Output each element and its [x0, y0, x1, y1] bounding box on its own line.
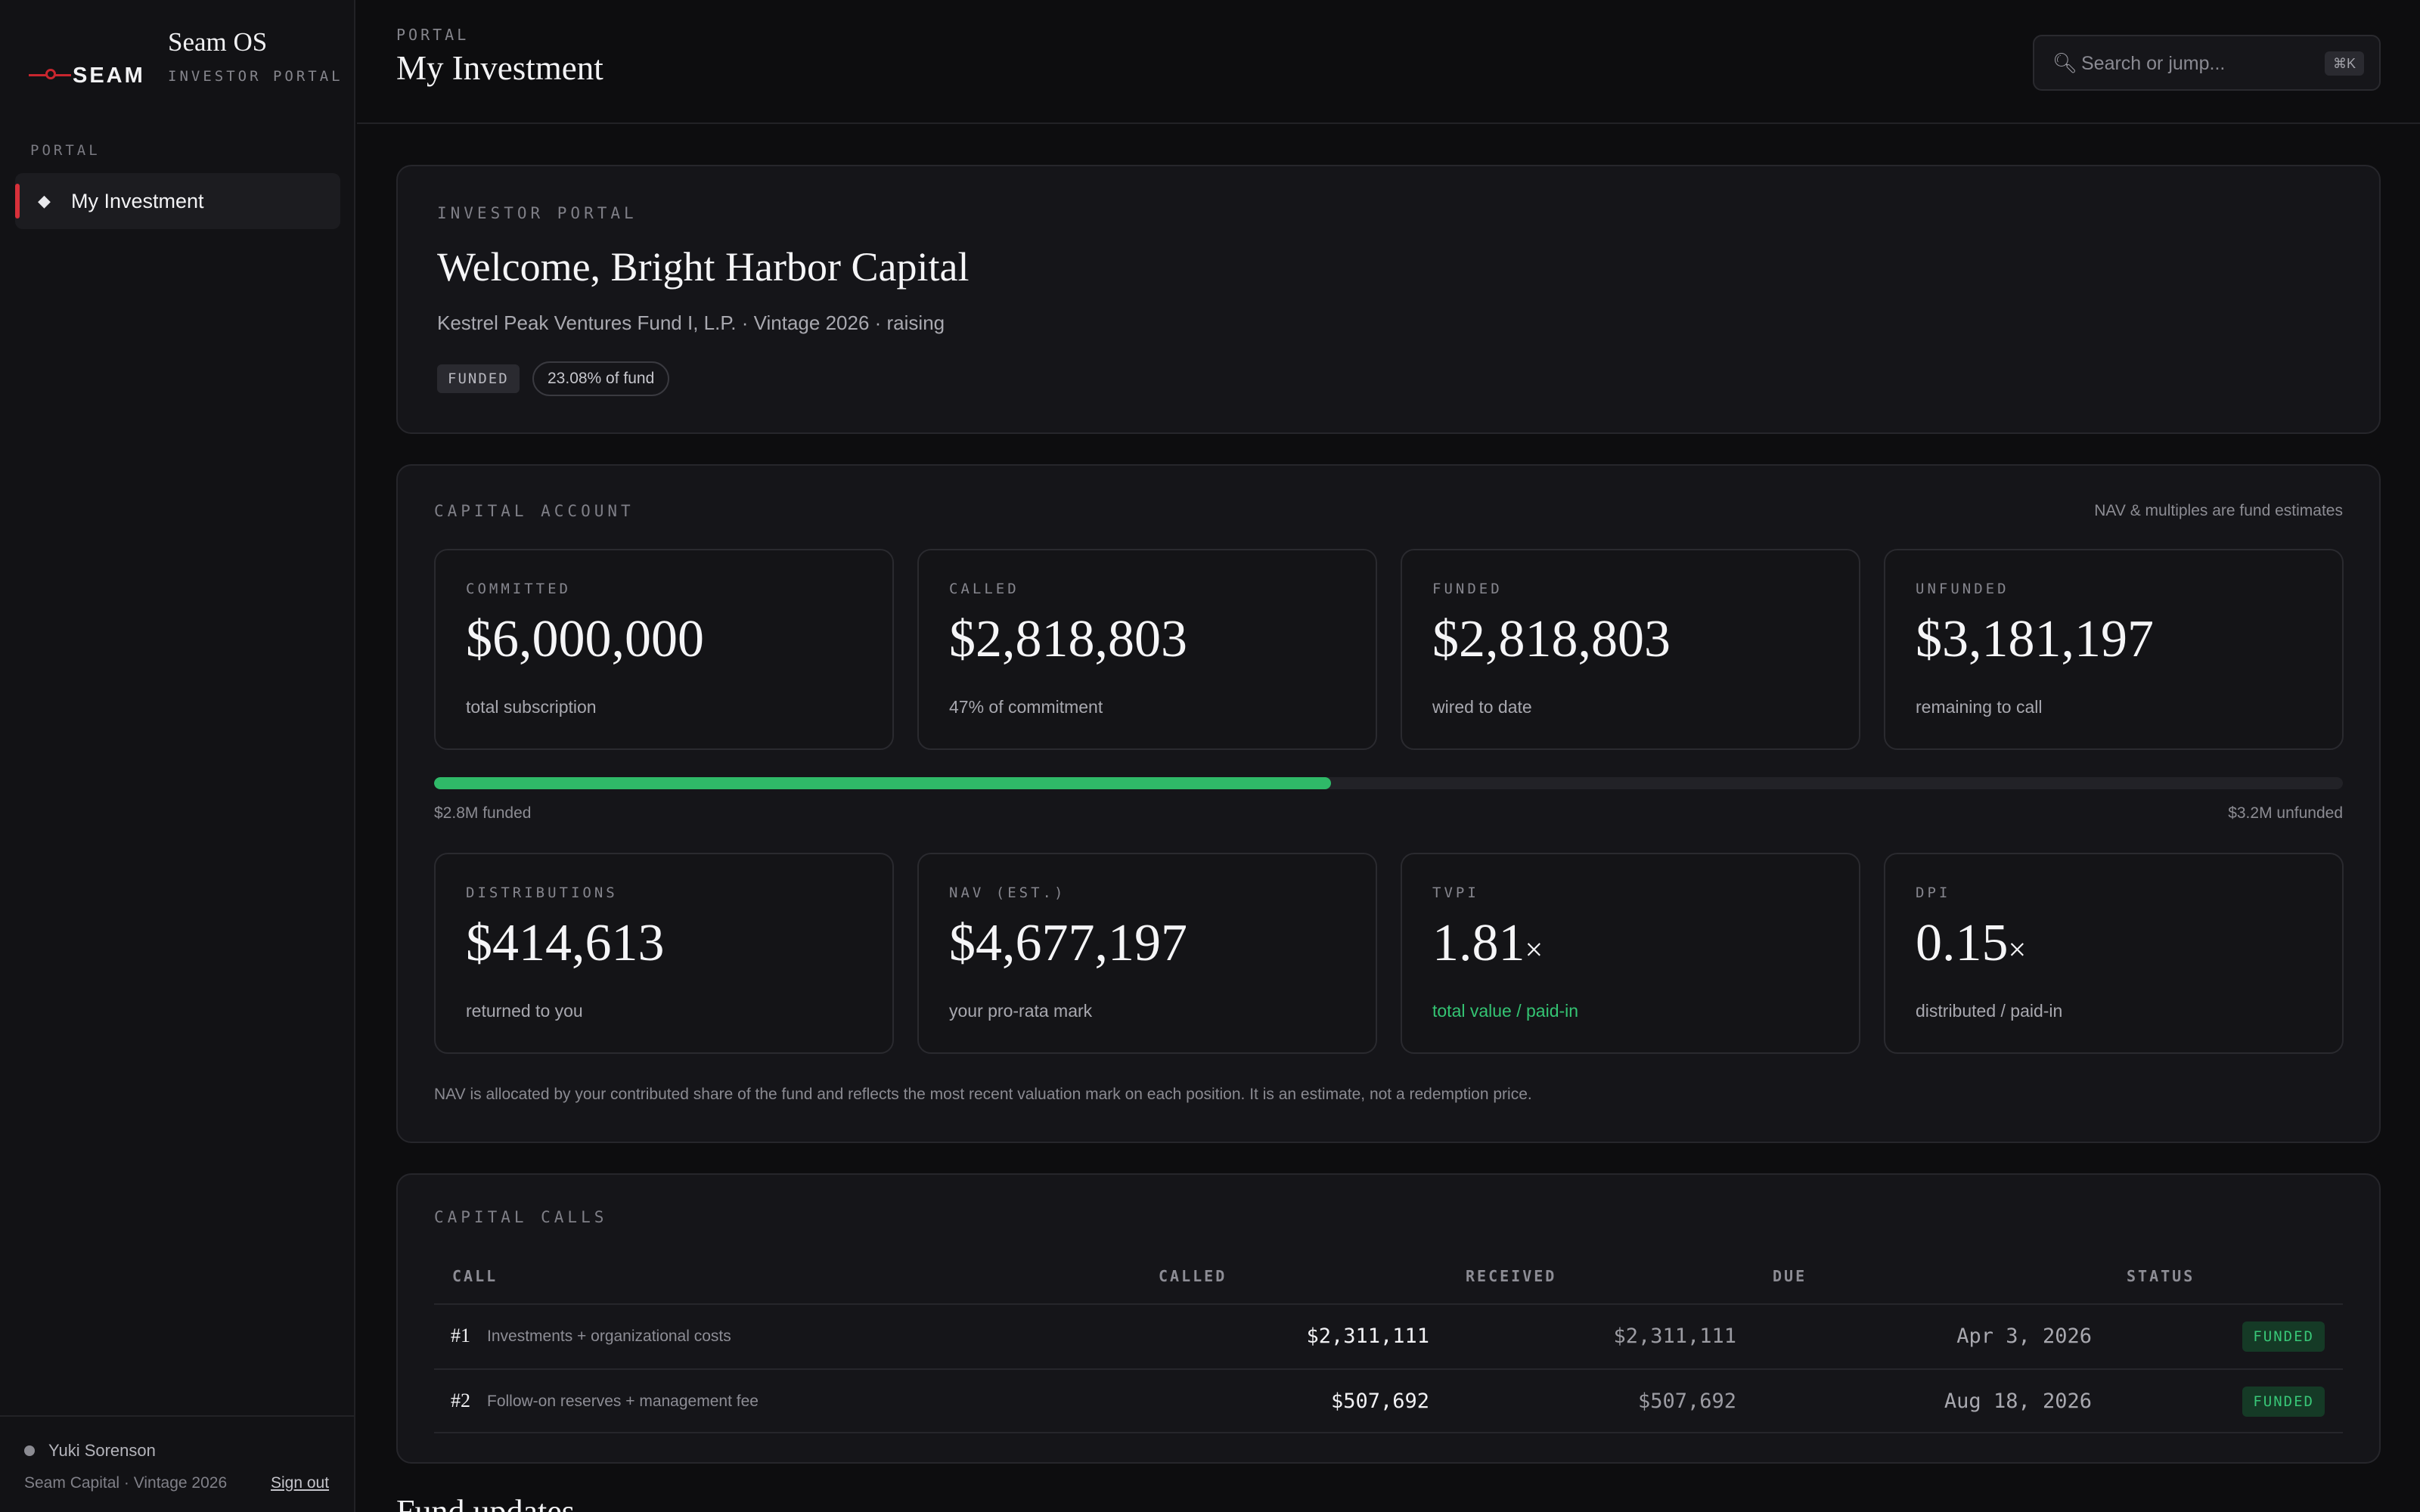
metric-tvpi: TVPI 1.81× total value / paid-in: [1401, 853, 1860, 1054]
multiple-unit: ×: [2008, 933, 2027, 968]
due-date: Apr 3, 2026: [1956, 1325, 2092, 1348]
column-header-due[interactable]: DUE: [1773, 1267, 1807, 1285]
capital-account-eyebrow: CAPITAL ACCOUNT: [434, 502, 634, 520]
metric-sub: 47% of commitment: [949, 697, 1103, 717]
call-description: Follow-on reserves + management fee: [487, 1393, 759, 1410]
user-name: Yuki Sorenson: [48, 1441, 156, 1460]
metric-number: 1.81: [1432, 914, 1525, 972]
progress-unfunded-label: $3.2M unfunded: [2228, 804, 2343, 822]
called-amount: $2,311,111: [1306, 1325, 1429, 1348]
capital-account-card: CAPITAL ACCOUNT NAV & multiples are fund…: [396, 464, 2381, 1143]
table-row[interactable]: #1 Investments + organizational costs $2…: [434, 1303, 2343, 1368]
column-header-call[interactable]: CALL: [452, 1267, 498, 1285]
welcome-card: INVESTOR PORTAL Welcome, Bright Harbor C…: [396, 165, 2381, 434]
column-header-status[interactable]: STATUS: [2127, 1267, 2195, 1285]
sidebar-item-my-investment[interactable]: ◆ My Investment: [15, 173, 340, 229]
metric-label: CALLED: [949, 581, 1019, 597]
nav-footnote: NAV is allocated by your contributed sha…: [434, 1086, 1532, 1103]
metric-distributions: DISTRIBUTIONS $414,613 returned to you: [434, 853, 894, 1054]
metric-label: FUNDED: [1432, 581, 1503, 597]
brand[interactable]: SEAM Seam OS INVESTOR PORTAL: [29, 27, 346, 88]
user-organization: Seam Capital · Vintage 2026: [24, 1474, 228, 1492]
status-badge: FUNDED: [2242, 1321, 2325, 1352]
metric-value: $6,000,000: [466, 610, 704, 668]
metric-label: TVPI: [1432, 885, 1479, 901]
metric-value: $4,677,197: [949, 914, 1187, 972]
metric-value: 1.81×: [1432, 913, 1543, 974]
metric-sub: returned to you: [466, 1001, 583, 1021]
metric-value: $414,613: [466, 914, 665, 972]
metric-label: COMMITTED: [466, 581, 571, 597]
sidebar-section-label: PORTAL: [30, 142, 101, 159]
sign-out-link[interactable]: Sign out: [271, 1474, 330, 1492]
column-header-called[interactable]: CALLED: [1159, 1267, 1227, 1285]
metric-dpi: DPI 0.15× distributed / paid-in: [1884, 853, 2344, 1054]
sidebar-footer: Yuki Sorenson Seam Capital · Vintage 202…: [0, 1415, 355, 1512]
funded-badge: FUNDED: [437, 364, 520, 393]
capital-calls-eyebrow: CAPITAL CALLS: [434, 1208, 608, 1226]
multiple-unit: ×: [1525, 933, 1544, 968]
active-indicator: [15, 184, 20, 218]
metric-sub: distributed / paid-in: [1916, 1001, 2063, 1021]
search-icon: 🔍︎: [2052, 51, 2078, 74]
estimates-note: NAV & multiples are fund estimates: [2094, 502, 2343, 519]
metric-label: UNFUNDED: [1916, 581, 2009, 597]
metric-value: 0.15×: [1916, 913, 2026, 974]
sidebar-item-label: My Investment: [71, 190, 204, 212]
metric-label: DPI: [1916, 885, 1951, 901]
seam-logo: SEAM: [29, 45, 150, 88]
call-number: #2: [451, 1390, 470, 1411]
metric-value: $2,818,803: [949, 610, 1187, 668]
brand-subtitle: INVESTOR PORTAL: [168, 68, 343, 85]
page-title: My Investment: [396, 49, 603, 87]
metric-sub: your pro-rata mark: [949, 1001, 1093, 1021]
due-date: Aug 18, 2026: [1944, 1390, 2092, 1413]
table-row[interactable]: #2 Follow-on reserves + management fee $…: [434, 1368, 2343, 1433]
metric-value: $3,181,197: [1916, 610, 2154, 668]
metric-number: 0.15: [1916, 914, 2009, 972]
metric-value: $2,818,803: [1432, 610, 1671, 668]
sidebar: SEAM Seam OS INVESTOR PORTAL PORTAL ◆ My…: [0, 0, 355, 1512]
welcome-title: Welcome, Bright Harbor Capital: [437, 244, 970, 290]
metric-sub: remaining to call: [1916, 697, 2043, 717]
metric-sub: wired to date: [1432, 697, 1532, 717]
progress-funded-label: $2.8M funded: [434, 804, 532, 822]
welcome-eyebrow: INVESTOR PORTAL: [437, 204, 638, 222]
received-amount: $507,692: [1637, 1390, 1736, 1413]
status-badge: FUNDED: [2242, 1387, 2325, 1417]
column-header-received[interactable]: RECEIVED: [1466, 1267, 1557, 1285]
received-amount: $2,311,111: [1613, 1325, 1736, 1348]
logo-text: SEAM: [73, 64, 145, 88]
brand-name: Seam OS: [168, 27, 268, 57]
search-box[interactable]: 🔍︎ ⌘K: [2033, 35, 2381, 91]
user-status-dot: [24, 1445, 35, 1456]
metric-label: NAV (EST.): [949, 885, 1066, 901]
metric-unfunded: UNFUNDED $3,181,197 remaining to call: [1884, 549, 2344, 750]
call-description: Investments + organizational costs: [487, 1328, 731, 1345]
metric-nav: NAV (EST.) $4,677,197 your pro-rata mark: [917, 853, 1377, 1054]
funding-progress-bar: [434, 777, 2343, 789]
shortcut-hint: ⌘K: [2325, 51, 2364, 76]
metric-label: DISTRIBUTIONS: [466, 885, 618, 901]
fund-share-pill: 23.08% of fund: [532, 361, 670, 396]
call-number: #1: [451, 1325, 470, 1346]
fund-updates-heading: Fund updates: [396, 1493, 575, 1512]
page-header: PORTAL My Investment 🔍︎ ⌘K: [357, 0, 2420, 124]
breadcrumb[interactable]: PORTAL: [396, 26, 470, 44]
metric-committed: COMMITTED $6,000,000 total subscription: [434, 549, 894, 750]
metric-called: CALLED $2,818,803 47% of commitment: [917, 549, 1377, 750]
called-amount: $507,692: [1330, 1390, 1429, 1413]
logo-mark-dot: [45, 69, 56, 79]
diamond-icon: ◆: [38, 191, 51, 210]
capital-calls-card: CAPITAL CALLS CALL CALLED RECEIVED DUE S…: [396, 1173, 2381, 1464]
search-input[interactable]: [2081, 50, 2308, 77]
metric-funded: FUNDED $2,818,803 wired to date: [1401, 549, 1860, 750]
funding-progress-fill: [434, 777, 1332, 789]
metric-sub: total value / paid-in: [1432, 1001, 1579, 1021]
fund-subtitle: Kestrel Peak Ventures Fund I, L.P. · Vin…: [437, 311, 945, 334]
metric-sub: total subscription: [466, 697, 597, 717]
